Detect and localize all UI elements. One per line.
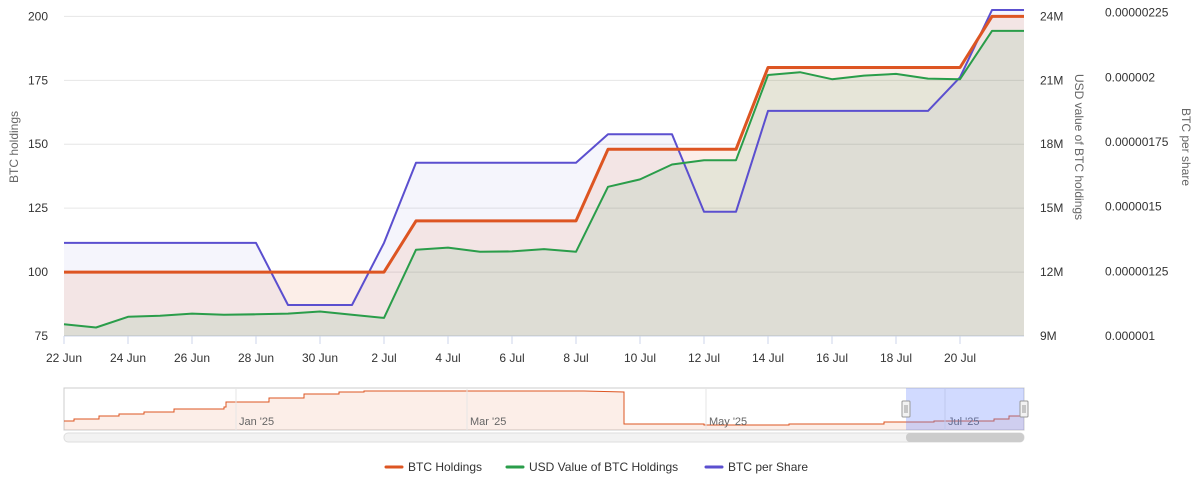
- navigator-label: Jan '25: [239, 416, 274, 428]
- legend-label: BTC per Share: [728, 460, 808, 474]
- legend-item[interactable]: BTC per Share: [704, 460, 808, 474]
- scrollbar-track: [63, 432, 1025, 443]
- navigator-line: [64, 390, 1025, 426]
- y-tick-label: 0.000002: [1105, 70, 1155, 84]
- navigator-area: [64, 391, 1024, 430]
- handle-body: [1019, 400, 1029, 418]
- legend-label: USD Value of BTC Holdings: [529, 460, 678, 474]
- x-tick-label: 30 Jun: [302, 351, 338, 365]
- series-area: [64, 10, 1024, 336]
- legend-item[interactable]: USD Value of BTC Holdings: [505, 460, 678, 474]
- x-tick-label: 20 Jul: [944, 351, 976, 365]
- legend-label: BTC Holdings: [408, 460, 482, 474]
- handle-body: [901, 400, 911, 418]
- x-tick-label: 4 Jul: [435, 351, 460, 365]
- y-tick-label: 125: [28, 201, 48, 215]
- navigator[interactable]: Jan '25 Mar '25 May '25 Jul '25: [63, 387, 1029, 443]
- x-tick-label: 12 Jul: [688, 351, 720, 365]
- y-axis-title-usd: USD value of BTC holdings: [1072, 74, 1086, 220]
- navigator-selection[interactable]: [906, 388, 1024, 430]
- y-tick-label: 12M: [1040, 265, 1063, 279]
- x-tick-label: 18 Jul: [880, 351, 912, 365]
- y-tick-label: 200: [28, 9, 48, 23]
- x-tick-label: 24 Jun: [110, 351, 146, 365]
- x-axis: 22 Jun 24 Jun 26 Jun 28 Jun 30 Jun 2 Jul 4 Jul…: [46, 336, 976, 365]
- scrollbar-thumb[interactable]: [906, 433, 1024, 442]
- y-axis-right-per-share: 0.000001 0.00000125 0.0000015 0.00000175 0.0…: [1105, 6, 1169, 343]
- y-tick-label: 24M: [1040, 9, 1063, 23]
- y-tick-label: 0.000001: [1105, 329, 1155, 343]
- y-tick-label: 100: [28, 265, 48, 279]
- x-tick-label: 28 Jun: [238, 351, 274, 365]
- legend: BTC Holdings USD Value of BTC Holdings BTC…: [384, 460, 808, 474]
- y-tick-label: 0.00000125: [1105, 264, 1169, 278]
- series-area: [64, 16, 1024, 337]
- y-tick-label: 18M: [1040, 137, 1063, 151]
- navigator-label: May '25: [709, 416, 747, 428]
- y-tick-label: 21M: [1040, 73, 1063, 87]
- navigator-handle-left[interactable]: [901, 400, 911, 418]
- navigator-handle-right[interactable]: [1019, 400, 1029, 418]
- series-line: [64, 9, 1024, 306]
- y-tick-label: 150: [28, 137, 48, 151]
- x-tick-label: 14 Jul: [752, 351, 784, 365]
- series-line: [63, 29, 1024, 329]
- y-tick-label: 0.0000015: [1105, 200, 1162, 214]
- y-axis-left: 75 100 125 150 175 200: [28, 9, 48, 343]
- y-axis-title-per-share: BTC per share: [1179, 108, 1193, 186]
- scrollbar[interactable]: [63, 432, 1025, 443]
- y-tick-label: 75: [35, 329, 49, 343]
- navigator-label: Jul '25: [948, 416, 979, 428]
- x-tick-label: 10 Jul: [624, 351, 656, 365]
- x-tick-label: 16 Jul: [816, 351, 848, 365]
- series-areas: [64, 10, 1024, 337]
- y-axis-title-left: BTC holdings: [7, 111, 21, 183]
- y-tick-label: 15M: [1040, 201, 1063, 215]
- x-tick-label: 22 Jun: [46, 351, 82, 365]
- x-tick-label: 26 Jun: [174, 351, 210, 365]
- navigator-label: Mar '25: [470, 416, 506, 428]
- legend-item[interactable]: BTC Holdings: [384, 460, 482, 474]
- y-tick-label: 0.00000225: [1105, 6, 1169, 20]
- series-lines: [63, 9, 1024, 329]
- y-tick-label: 175: [28, 73, 48, 87]
- y-axis-right-usd: 9M 12M 15M 18M 21M 24M: [1040, 9, 1063, 343]
- y-tick-label: 0.00000175: [1105, 135, 1169, 149]
- x-tick-label: 8 Jul: [563, 351, 588, 365]
- y-tick-label: 9M: [1040, 329, 1057, 343]
- x-tick-label: 6 Jul: [499, 351, 524, 365]
- series-line: [64, 14, 1024, 274]
- x-tick-label: 2 Jul: [371, 351, 396, 365]
- axis-titles: BTC holdings USD value of BTC holdings BTC…: [7, 74, 1193, 220]
- series-area: [64, 30, 1024, 337]
